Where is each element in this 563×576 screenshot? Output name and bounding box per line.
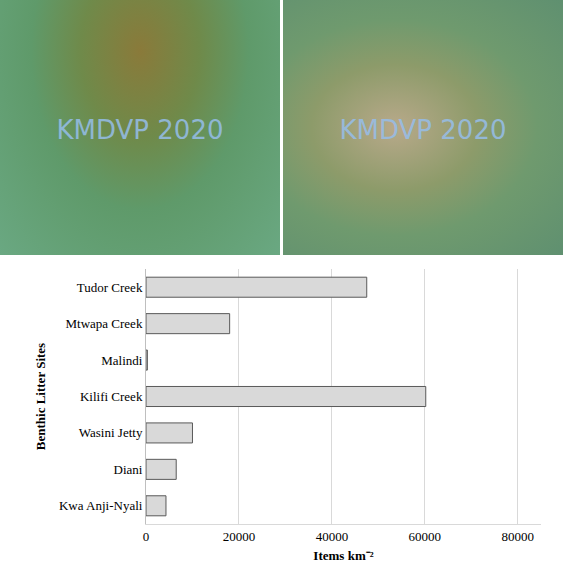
svg-text:Kwa Anji-Nyali: Kwa Anji-Nyali [59,498,143,513]
svg-text:Malindi: Malindi [101,353,143,368]
svg-text:Diani: Diani [114,462,143,477]
svg-text:Mtwapa Creek: Mtwapa Creek [66,316,143,331]
svg-text:60000: 60000 [409,529,442,544]
svg-text:0: 0 [143,529,150,544]
svg-text:Items km⁻²: Items km⁻² [313,548,373,563]
svg-text:20000: 20000 [223,529,256,544]
svg-text:40000: 40000 [316,529,349,544]
svg-text:Benthic Litter Sites: Benthic Litter Sites [33,343,48,450]
html-text:KMDVP 2020: KMDVP 2020 [56,114,224,145]
svg-text:80000: 80000 [502,529,535,544]
html-text:KMDVP 2020: KMDVP 2020 [339,114,507,145]
svg-text:Wasini Jetty: Wasini Jetty [79,425,143,440]
svg-text:Tudor Creek: Tudor Creek [77,280,143,295]
svg-text:Kilifi Creek: Kilifi Creek [80,389,143,404]
